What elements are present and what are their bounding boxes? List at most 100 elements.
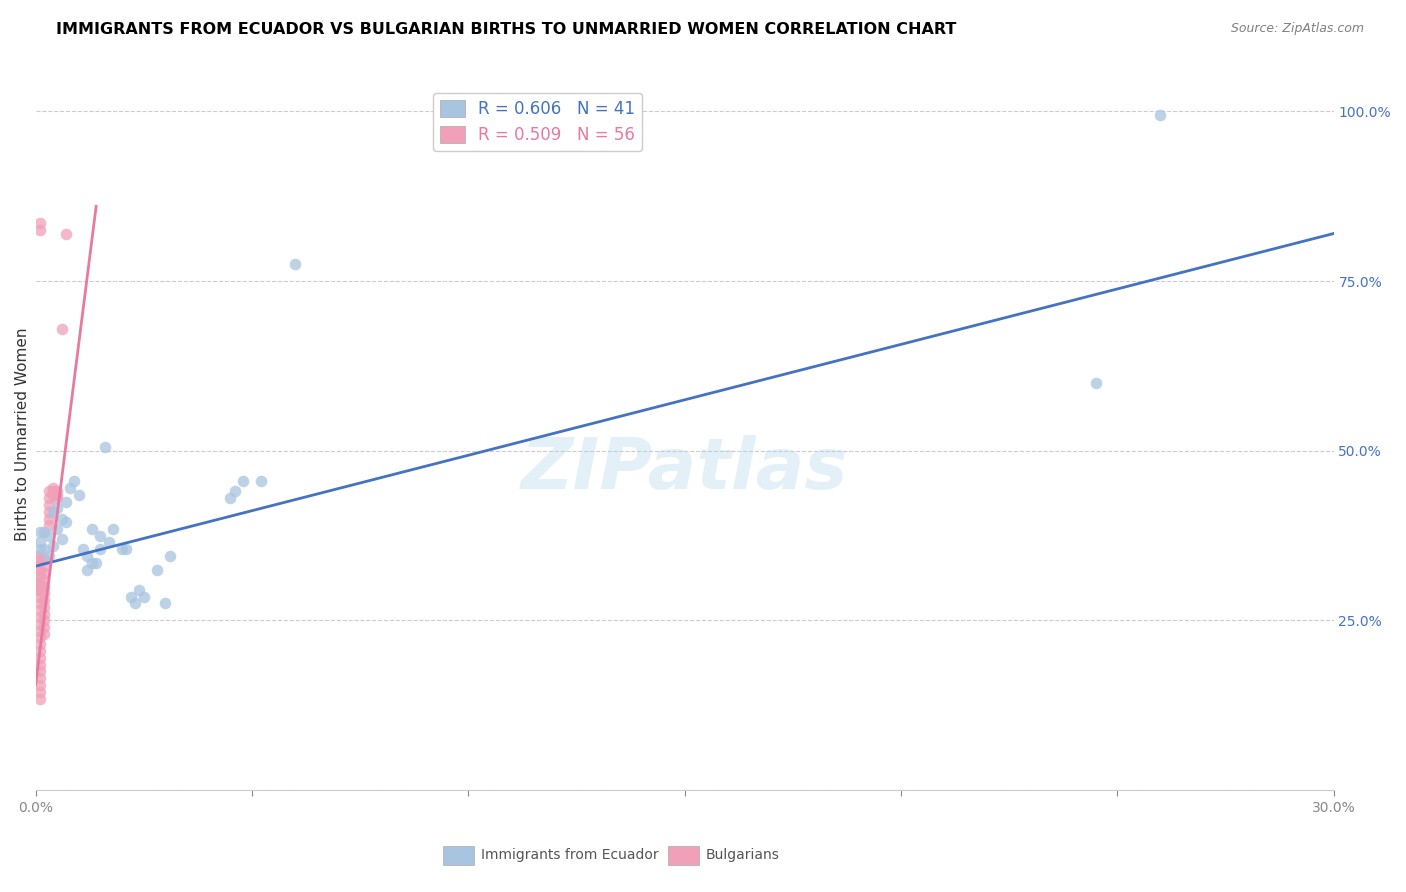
Point	[28, 678, 51, 692]
Point	[28, 616, 51, 631]
Y-axis label: Births to Unmarried Women: Births to Unmarried Women	[15, 327, 30, 541]
Point	[28, 552, 51, 566]
Point	[46, 501, 69, 516]
Point	[224, 484, 246, 499]
Point	[38, 511, 60, 525]
Point	[111, 542, 134, 557]
Point	[32, 542, 55, 557]
Point	[28, 542, 51, 557]
Point	[80, 522, 103, 536]
Point	[42, 505, 65, 519]
Point	[28, 657, 51, 672]
Point	[32, 559, 55, 574]
Point	[28, 525, 51, 540]
Point	[51, 321, 73, 335]
Point	[76, 549, 98, 563]
Point	[94, 441, 117, 455]
Point	[132, 590, 155, 604]
Point	[51, 532, 73, 546]
Point	[32, 599, 55, 614]
Point	[28, 631, 51, 645]
Text: Source: ZipAtlas.com: Source: ZipAtlas.com	[1230, 22, 1364, 36]
Legend: R = 0.606   N = 41, R = 0.509   N = 56: R = 0.606 N = 41, R = 0.509 N = 56	[433, 93, 643, 151]
Point	[28, 650, 51, 665]
Point	[219, 491, 242, 506]
Point	[28, 582, 51, 597]
Point	[103, 522, 125, 536]
Point	[28, 582, 51, 597]
Point	[46, 488, 69, 502]
Point	[89, 528, 111, 542]
Point	[120, 590, 142, 604]
Point	[32, 607, 55, 621]
Point	[84, 556, 107, 570]
Point	[28, 624, 51, 638]
Text: IMMIGRANTS FROM ECUADOR VS BULGARIAN BIRTHS TO UNMARRIED WOMEN CORRELATION CHART: IMMIGRANTS FROM ECUADOR VS BULGARIAN BIR…	[56, 22, 956, 37]
Point	[28, 684, 51, 698]
Point	[59, 481, 82, 495]
Point	[155, 597, 177, 611]
Point	[38, 491, 60, 506]
Point	[159, 549, 181, 563]
Point	[46, 522, 69, 536]
Point	[98, 535, 121, 549]
Point	[28, 691, 51, 706]
Point	[28, 535, 51, 549]
Point	[28, 580, 51, 594]
Point	[55, 494, 77, 508]
Point	[28, 216, 51, 230]
Point	[249, 475, 271, 489]
Text: Bulgarians: Bulgarians	[706, 848, 780, 863]
Point	[1084, 376, 1107, 390]
Point	[124, 597, 146, 611]
Point	[232, 475, 254, 489]
Point	[38, 498, 60, 512]
Point	[42, 484, 65, 499]
Point	[28, 644, 51, 658]
Text: Immigrants from Ecuador: Immigrants from Ecuador	[481, 848, 658, 863]
Point	[32, 593, 55, 607]
Point	[32, 620, 55, 634]
Point	[28, 665, 51, 679]
Point	[28, 610, 51, 624]
Point	[38, 528, 60, 542]
Point	[27, 580, 49, 594]
Point	[55, 227, 77, 241]
Point	[28, 597, 51, 611]
Point	[55, 515, 77, 529]
Point	[72, 542, 94, 557]
Point	[32, 614, 55, 628]
Point	[32, 573, 55, 587]
Point	[28, 590, 51, 604]
Point	[42, 481, 65, 495]
Point	[28, 223, 51, 237]
Point	[28, 576, 51, 591]
Point	[67, 488, 90, 502]
Point	[38, 484, 60, 499]
Text: ZIPatlas: ZIPatlas	[520, 435, 848, 504]
Point	[76, 563, 98, 577]
Point	[38, 549, 60, 563]
Point	[28, 603, 51, 617]
Point	[28, 563, 51, 577]
Point	[63, 475, 86, 489]
Point	[46, 484, 69, 499]
Point	[1149, 108, 1171, 122]
Point	[28, 569, 51, 583]
Point	[51, 511, 73, 525]
Point	[32, 627, 55, 641]
Point	[115, 542, 138, 557]
Point	[42, 539, 65, 553]
Point	[80, 556, 103, 570]
Point	[32, 566, 55, 580]
Point	[27, 569, 49, 583]
Point	[128, 582, 150, 597]
Point	[32, 580, 55, 594]
Point	[27, 559, 49, 574]
Point	[32, 525, 55, 540]
Point	[38, 505, 60, 519]
Point	[38, 518, 60, 533]
Point	[284, 257, 307, 271]
Point	[27, 576, 49, 591]
Point	[28, 671, 51, 685]
